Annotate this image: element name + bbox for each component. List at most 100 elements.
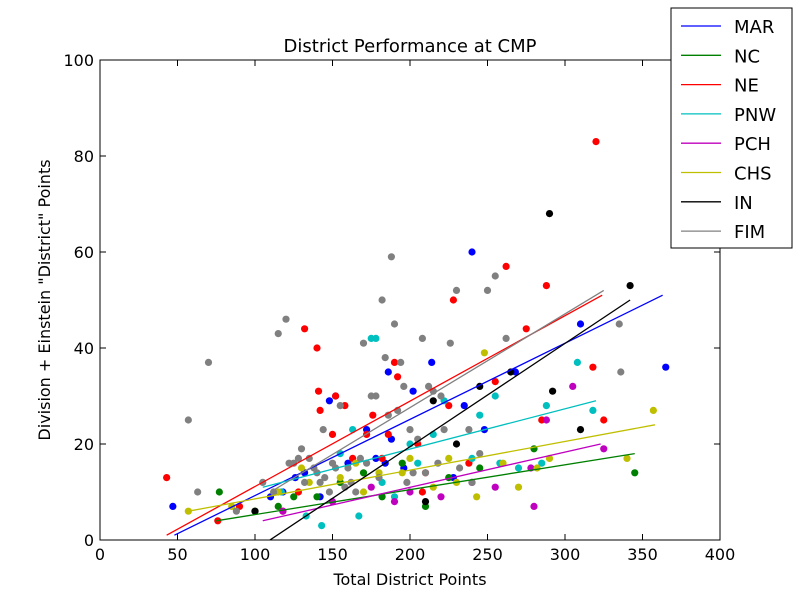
data-point-pnw-18 — [514, 464, 523, 472]
data-point-ne-31 — [600, 416, 608, 424]
x-tick-label: 300 — [550, 545, 581, 564]
data-point-nc-0 — [215, 488, 223, 496]
data-point-mar-23 — [662, 363, 670, 371]
data-point-fim-9 — [290, 459, 298, 467]
x-tick-label: 200 — [395, 545, 426, 564]
data-point-fim-0 — [184, 416, 192, 424]
data-point-fim-31 — [372, 392, 380, 400]
data-point-ne-14 — [369, 411, 377, 419]
trend-line-nc — [216, 452, 635, 522]
data-point-fim-50 — [437, 392, 445, 400]
data-point-chs-9 — [398, 469, 406, 477]
data-point-chs-12 — [445, 454, 453, 462]
data-point-fim-42 — [406, 426, 414, 434]
x-tick-label: 400 — [705, 545, 736, 564]
legend-label-in: IN — [734, 193, 753, 214]
legend-label-ne: NE — [734, 76, 759, 97]
data-points-layer — [163, 138, 670, 530]
data-point-ne-27 — [522, 325, 530, 333]
data-point-in-3 — [452, 440, 461, 448]
data-point-pnw-15 — [476, 411, 484, 419]
trend-line-mar — [174, 294, 663, 536]
legend-label-nc: NC — [734, 46, 760, 67]
data-point-fim-46 — [421, 469, 430, 477]
legend-label-pch: PCH — [734, 134, 771, 155]
y-tick-label: 100 — [63, 51, 94, 70]
data-point-fim-60 — [502, 334, 510, 342]
data-point-fim-61 — [615, 320, 623, 328]
data-point-pnw-21 — [573, 358, 582, 366]
data-point-in-8 — [576, 426, 585, 434]
data-point-ne-5 — [301, 325, 309, 333]
data-point-in-6 — [545, 210, 554, 218]
data-point-in-0 — [251, 507, 259, 515]
chart-title: District Performance at CMP — [284, 36, 537, 57]
data-point-fim-3 — [232, 507, 240, 515]
legend-box — [670, 7, 793, 249]
data-point-ne-10 — [332, 392, 340, 400]
x-axis-label: Total District Points — [332, 570, 486, 589]
data-point-fim-28 — [359, 339, 368, 347]
data-point-chs-11 — [429, 483, 437, 491]
data-point-fim-39 — [397, 358, 405, 366]
data-point-in-2 — [429, 397, 437, 405]
data-point-mar-22 — [576, 320, 585, 328]
data-point-pch-12 — [600, 445, 608, 453]
trend-line-pnw — [262, 400, 597, 488]
data-point-ne-9 — [328, 430, 337, 438]
data-point-pch-7 — [491, 483, 499, 491]
data-point-fim-18 — [321, 474, 329, 482]
data-point-ne-0 — [163, 474, 171, 482]
data-point-mar-18 — [460, 402, 468, 410]
data-point-in-1 — [421, 498, 430, 506]
data-point-pch-9 — [530, 502, 538, 510]
data-point-pnw-11 — [414, 459, 422, 467]
x-tick-label: 100 — [240, 545, 271, 564]
data-point-fim-26 — [352, 488, 360, 496]
legend-label-fim: FIM — [734, 222, 765, 243]
data-point-fim-5 — [270, 488, 278, 496]
data-point-pnw-2 — [318, 522, 326, 530]
data-point-ne-28 — [542, 282, 551, 290]
data-point-chs-7 — [359, 488, 368, 496]
data-point-pch-0 — [279, 507, 287, 515]
data-point-ne-22 — [445, 402, 453, 410]
y-axis-label: Division + Einstein "District" Points — [35, 159, 54, 440]
data-point-ne-7 — [314, 387, 323, 395]
data-point-fim-47 — [425, 382, 433, 390]
data-point-fim-34 — [381, 354, 389, 362]
data-point-chs-5 — [336, 474, 344, 482]
data-point-nc-11 — [476, 464, 484, 472]
data-point-fim-7 — [282, 315, 290, 323]
trend-line-fim — [270, 289, 605, 493]
x-tick-label: 150 — [317, 545, 348, 564]
data-point-in-7 — [549, 387, 557, 395]
data-point-fim-17 — [319, 426, 327, 434]
data-point-chs-18 — [533, 464, 541, 472]
data-point-chs-10 — [406, 454, 414, 462]
data-point-fim-19 — [325, 488, 333, 496]
data-point-nc-2 — [274, 502, 282, 510]
data-point-pnw-7 — [372, 334, 380, 342]
data-point-ne-17 — [390, 358, 399, 366]
x-tick-label: 0 — [95, 545, 105, 564]
data-point-fim-27 — [356, 454, 364, 462]
data-point-fim-22 — [336, 402, 344, 410]
data-point-fim-57 — [476, 450, 484, 458]
data-point-chs-14 — [473, 493, 481, 501]
data-point-pnw-22 — [589, 406, 597, 414]
data-point-fim-55 — [465, 426, 473, 434]
data-point-fim-1 — [194, 488, 202, 496]
x-tick-label: 250 — [472, 545, 503, 564]
data-point-ne-30 — [589, 363, 597, 371]
x-tick-label: 350 — [627, 545, 658, 564]
data-point-chs-21 — [649, 406, 657, 414]
data-point-ne-18 — [394, 373, 402, 381]
x-tick-label: 50 — [167, 545, 187, 564]
data-point-fim-52 — [446, 339, 454, 347]
data-point-ne-25 — [491, 378, 499, 386]
data-point-fim-51 — [440, 426, 448, 434]
data-point-fim-13 — [305, 454, 313, 462]
data-point-in-9 — [626, 282, 634, 290]
